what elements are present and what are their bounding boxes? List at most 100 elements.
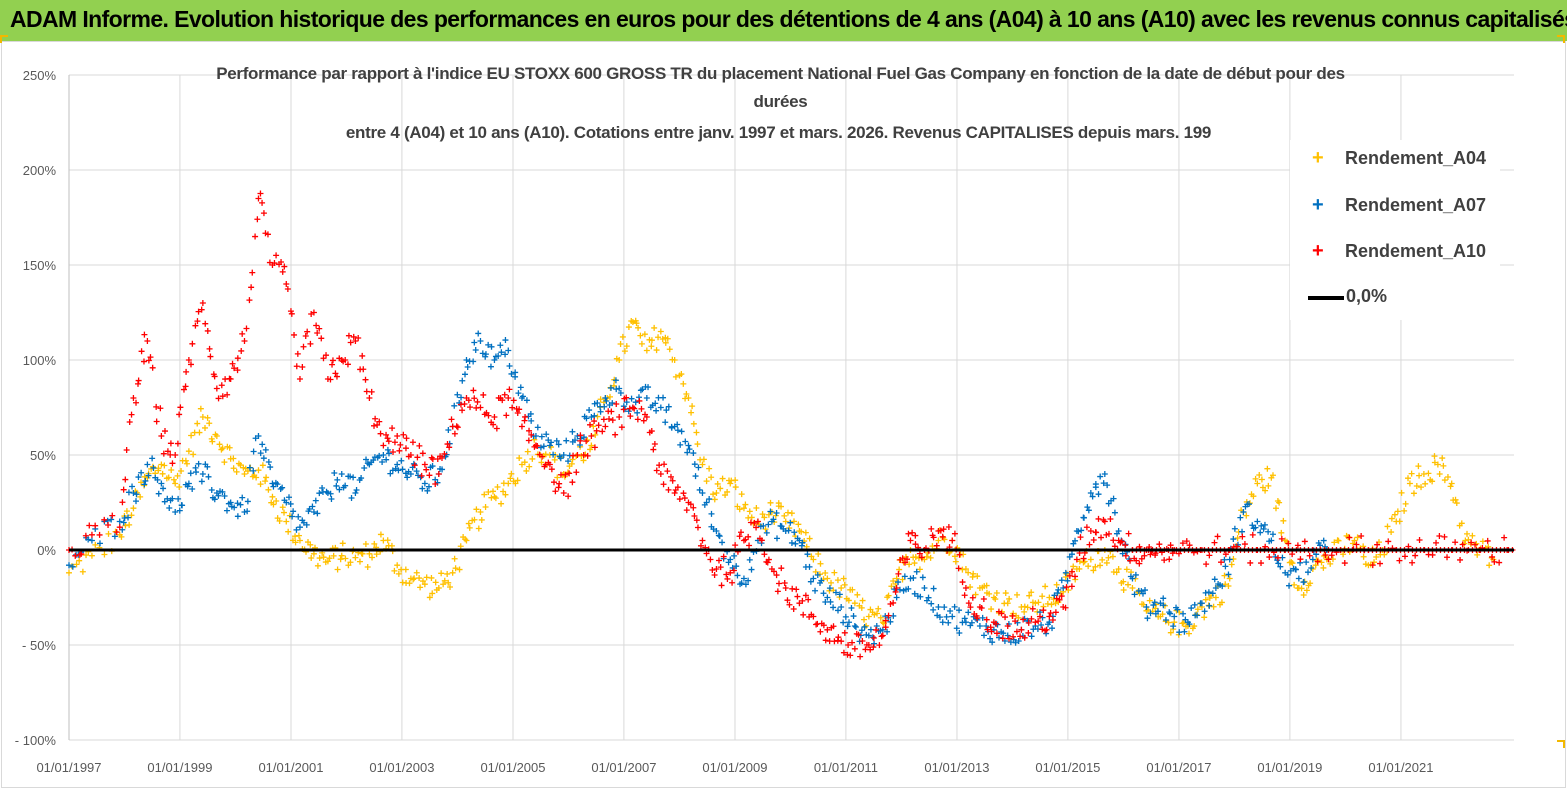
- scatter-point: [465, 397, 472, 404]
- scatter-point: [216, 441, 223, 448]
- scatter-point: [678, 371, 685, 378]
- scatter-point: [662, 339, 669, 346]
- scatter-point: [471, 516, 478, 523]
- scatter-point: [945, 523, 952, 530]
- scatter-point: [1249, 531, 1256, 538]
- scatter-point: [140, 358, 147, 365]
- scatter-point: [150, 464, 157, 471]
- scatter-point: [965, 609, 972, 616]
- scatter-point: [1110, 537, 1117, 544]
- scatter-point: [207, 353, 214, 360]
- scatter-point: [1038, 621, 1045, 628]
- scatter-point: [302, 333, 309, 340]
- scatter-point: [824, 594, 831, 601]
- scatter-point: [1086, 541, 1093, 548]
- scatter-point: [951, 553, 958, 560]
- scatter-point: [1473, 540, 1480, 547]
- scatter-point: [1046, 594, 1053, 601]
- scatter-point: [711, 496, 718, 503]
- scatter-point: [976, 623, 983, 629]
- scatter-point: [859, 597, 866, 604]
- scatter-point: [1219, 583, 1226, 590]
- scatter-point: [512, 480, 519, 487]
- scatter-point: [876, 642, 883, 649]
- scatter-point: [1127, 557, 1134, 564]
- scatter-point: [869, 634, 876, 641]
- scatter-point: [477, 338, 484, 344]
- scatter-point: [1291, 581, 1298, 588]
- scatter-point: [426, 594, 433, 601]
- scatter-point: [238, 347, 245, 354]
- scatter-point: [551, 479, 558, 486]
- scatter-point: [603, 398, 610, 405]
- scatter-point: [138, 469, 145, 476]
- scatter-point: [157, 405, 164, 412]
- scatter-point: [1147, 610, 1154, 617]
- selection-handle-tr[interactable]: [1557, 35, 1565, 43]
- scatter-point: [776, 580, 783, 587]
- scatter-point: [1360, 543, 1367, 550]
- scatter-point: [1066, 572, 1073, 579]
- selection-handle-tl[interactable]: [0, 35, 8, 43]
- scatter-point: [1014, 591, 1021, 598]
- scatter-point: [628, 395, 635, 402]
- scatter-point: [935, 537, 942, 544]
- scatter-point: [1110, 495, 1117, 502]
- scatter-point: [962, 585, 969, 591]
- scatter-point: [662, 419, 669, 426]
- scatter-point: [1303, 587, 1310, 594]
- scatter-point: [655, 334, 662, 341]
- scatter-point: [674, 421, 681, 428]
- scatter-point: [1272, 553, 1279, 560]
- scatter-point: [1408, 470, 1415, 477]
- scatter-point: [907, 537, 914, 544]
- scatter-point: [161, 462, 168, 469]
- scatter-point: [1085, 507, 1092, 514]
- scatter-point: [1462, 537, 1469, 544]
- scatter-point: [1325, 556, 1332, 563]
- scatter-point: [219, 445, 226, 452]
- scatter-point: [838, 604, 845, 610]
- scatter-point: [978, 605, 985, 612]
- scatter-point: [334, 476, 341, 483]
- scatter-point: [347, 559, 354, 566]
- scatter-point: [1010, 636, 1017, 643]
- scatter-point: [250, 448, 257, 455]
- scatter-point: [668, 424, 675, 431]
- scatter-point: [374, 421, 381, 428]
- scatter-point: [700, 456, 707, 463]
- scatter-point: [802, 529, 809, 536]
- scatter-point: [577, 437, 584, 444]
- scatter-point: [1491, 558, 1498, 565]
- scatter-point: [732, 484, 739, 491]
- scatter-point: [665, 403, 672, 410]
- scatter-point: [300, 343, 307, 350]
- scatter-point: [1309, 556, 1316, 563]
- scatter-point: [263, 474, 270, 481]
- scatter-point: [518, 423, 525, 430]
- scatter-point: [1175, 550, 1182, 557]
- scatter-point: [1222, 581, 1229, 588]
- scatter-point: [310, 309, 317, 316]
- scatter-point: [279, 504, 286, 511]
- scatter-point: [510, 397, 517, 404]
- scatter-point: [418, 472, 425, 479]
- scatter-point: [284, 286, 291, 293]
- scatter-point: [185, 480, 192, 487]
- scatter-point: [1146, 597, 1153, 604]
- scatter-point: [593, 427, 600, 434]
- scatter-point: [111, 533, 118, 540]
- scatter-point: [394, 562, 401, 569]
- scatter-point: [147, 354, 154, 361]
- scatter-point: [699, 537, 706, 544]
- scatter-point: [508, 370, 515, 377]
- scatter-point: [165, 474, 172, 481]
- scatter-point: [1180, 610, 1187, 617]
- scatter-point: [798, 528, 805, 535]
- scatter-point: [661, 461, 668, 468]
- scatter-point: [1202, 596, 1209, 603]
- scatter-point: [252, 233, 259, 240]
- selection-handle-r[interactable]: [1557, 740, 1565, 748]
- scatter-point: [764, 559, 771, 566]
- scatter-point: [445, 427, 452, 434]
